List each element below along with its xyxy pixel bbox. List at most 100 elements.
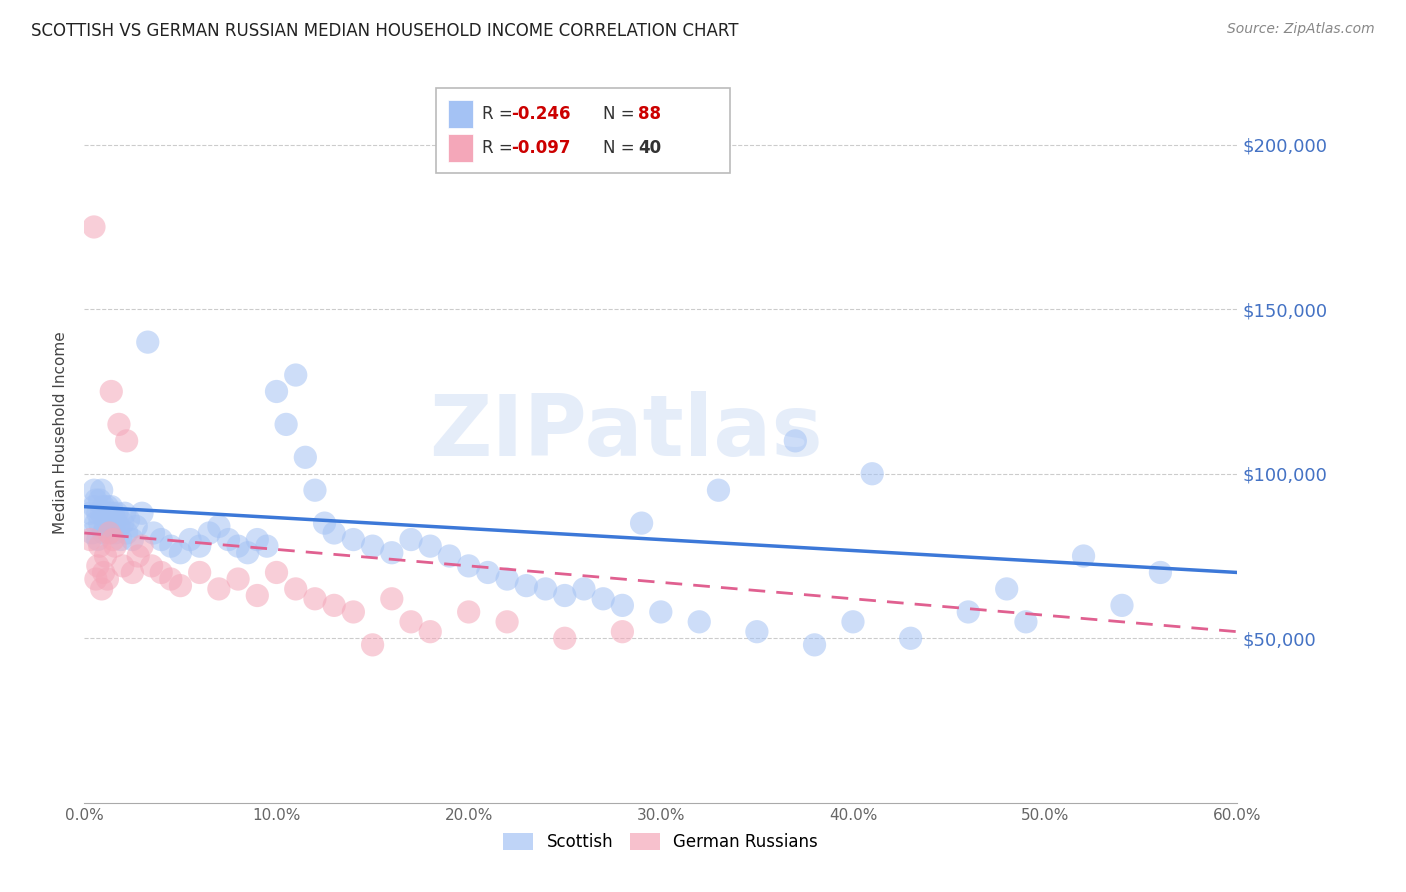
Point bbox=[83, 483, 105, 498]
Point bbox=[688, 615, 710, 629]
Point bbox=[842, 615, 865, 629]
Point bbox=[89, 539, 111, 553]
Point bbox=[169, 579, 191, 593]
Point bbox=[381, 546, 404, 560]
Point bbox=[90, 483, 112, 498]
Point bbox=[94, 549, 117, 563]
Point bbox=[117, 513, 139, 527]
Point bbox=[208, 582, 231, 596]
Point bbox=[87, 506, 110, 520]
Point bbox=[554, 632, 576, 646]
Text: -0.246: -0.246 bbox=[510, 105, 571, 123]
Point bbox=[131, 506, 153, 520]
Point bbox=[80, 526, 103, 541]
Point bbox=[995, 582, 1018, 596]
Point bbox=[266, 384, 288, 399]
Point bbox=[534, 582, 557, 596]
Point bbox=[103, 533, 124, 547]
Point bbox=[100, 500, 122, 514]
Point bbox=[266, 566, 288, 580]
Point bbox=[198, 526, 221, 541]
Point bbox=[150, 533, 173, 547]
Text: 88: 88 bbox=[638, 105, 661, 123]
Point bbox=[1015, 615, 1038, 629]
Point bbox=[323, 526, 346, 541]
Point bbox=[900, 632, 922, 646]
Point bbox=[94, 519, 117, 533]
Text: 40: 40 bbox=[638, 138, 661, 157]
Point bbox=[323, 599, 346, 613]
Point bbox=[83, 219, 105, 234]
Point bbox=[84, 493, 107, 508]
Point bbox=[160, 539, 183, 553]
Point bbox=[419, 624, 441, 639]
Point bbox=[127, 549, 149, 563]
Point bbox=[87, 558, 110, 573]
Text: Source: ZipAtlas.com: Source: ZipAtlas.com bbox=[1227, 22, 1375, 37]
Y-axis label: Median Household Income: Median Household Income bbox=[53, 331, 69, 534]
Point bbox=[304, 591, 326, 606]
Point bbox=[98, 506, 121, 520]
Legend: Scottish, German Russians: Scottish, German Russians bbox=[496, 826, 825, 857]
Point bbox=[399, 533, 422, 547]
Point bbox=[90, 582, 112, 596]
Point bbox=[84, 572, 107, 586]
Point bbox=[218, 533, 240, 547]
Point bbox=[803, 638, 825, 652]
Point bbox=[612, 599, 634, 613]
Point bbox=[79, 533, 101, 547]
Point bbox=[90, 506, 112, 520]
Point bbox=[361, 539, 384, 553]
Point bbox=[294, 450, 316, 465]
Point bbox=[141, 558, 163, 573]
Point bbox=[246, 589, 269, 603]
Point bbox=[256, 539, 278, 553]
Point bbox=[115, 526, 138, 541]
Point bbox=[860, 467, 883, 481]
Point bbox=[89, 516, 111, 530]
Point bbox=[630, 516, 652, 530]
Point bbox=[100, 513, 122, 527]
Point bbox=[1149, 566, 1171, 580]
Point bbox=[96, 572, 118, 586]
Point bbox=[399, 615, 422, 629]
Point bbox=[477, 566, 499, 580]
Point bbox=[104, 526, 127, 541]
Point bbox=[100, 384, 122, 399]
Point bbox=[94, 506, 117, 520]
Point bbox=[111, 516, 134, 530]
Point bbox=[87, 533, 110, 547]
Point bbox=[276, 417, 298, 432]
Point bbox=[745, 624, 768, 639]
Point bbox=[457, 558, 479, 573]
Point bbox=[381, 591, 404, 606]
Point bbox=[96, 500, 118, 514]
Point bbox=[314, 516, 336, 530]
Point bbox=[83, 500, 105, 514]
Point bbox=[246, 533, 269, 547]
Point bbox=[208, 519, 231, 533]
Point bbox=[93, 566, 115, 580]
Point bbox=[105, 506, 128, 520]
Point bbox=[93, 500, 115, 514]
Text: ZIPatlas: ZIPatlas bbox=[429, 391, 823, 475]
Point bbox=[104, 513, 127, 527]
Point bbox=[121, 566, 143, 580]
Point bbox=[169, 546, 191, 560]
Text: SCOTTISH VS GERMAN RUSSIAN MEDIAN HOUSEHOLD INCOME CORRELATION CHART: SCOTTISH VS GERMAN RUSSIAN MEDIAN HOUSEH… bbox=[31, 22, 738, 40]
Text: N =: N = bbox=[603, 138, 640, 157]
Point bbox=[957, 605, 980, 619]
Point bbox=[108, 417, 131, 432]
Point bbox=[108, 519, 131, 533]
Point bbox=[114, 506, 136, 520]
Point bbox=[103, 506, 124, 520]
Point bbox=[142, 526, 165, 541]
Point bbox=[226, 539, 249, 553]
Point bbox=[592, 591, 614, 606]
Point bbox=[496, 572, 519, 586]
Point bbox=[554, 589, 576, 603]
Point bbox=[496, 615, 519, 629]
Point bbox=[284, 368, 307, 382]
Point bbox=[342, 533, 364, 547]
Point bbox=[515, 579, 537, 593]
